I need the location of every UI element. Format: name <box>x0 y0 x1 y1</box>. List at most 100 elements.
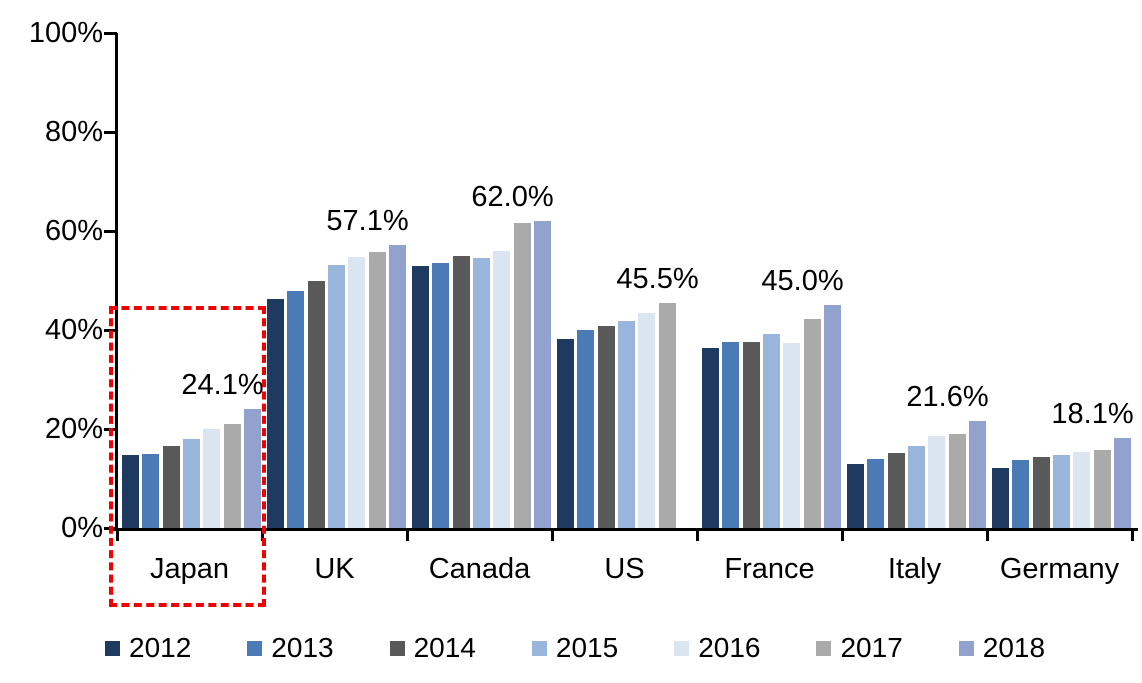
legend-item-2016: 2016 <box>674 633 760 663</box>
bar-italy-2015 <box>907 445 925 528</box>
value-label-italy: 21.6% <box>906 381 989 414</box>
legend-swatch-icon <box>674 640 690 656</box>
bar-japan-2017 <box>223 424 241 528</box>
category-label-japan: Japan <box>149 553 229 585</box>
category-label-canada: Canada <box>428 553 531 585</box>
legend-swatch-icon <box>531 640 547 656</box>
y-tick-mark <box>104 32 117 35</box>
legend-swatch-icon <box>958 640 974 656</box>
y-tick-mark <box>104 131 117 134</box>
bar-france-2013 <box>722 342 740 528</box>
legend-label: 2012 <box>129 632 192 663</box>
bar-canada-2015 <box>472 258 490 528</box>
bar-japan-2016 <box>203 429 221 528</box>
bar-uk-2012 <box>267 298 284 528</box>
bar-japan-2014 <box>162 446 180 528</box>
bar-uk-2016 <box>348 257 366 528</box>
bar-germany-2012 <box>992 467 1009 528</box>
x-tick-mark <box>406 528 409 541</box>
bar-japan-2018 <box>243 408 261 528</box>
legend-label: 2017 <box>840 632 903 663</box>
y-tick-label-20: 20% <box>44 413 103 445</box>
category-label-france: France <box>724 553 815 585</box>
legend-item-2015: 2015 <box>531 632 619 663</box>
bar-italy-2012 <box>847 463 864 528</box>
bar-uk-2017 <box>368 251 386 528</box>
x-tick-mark <box>841 528 844 541</box>
category-label-uk: UK <box>314 553 355 585</box>
bar-us-2013 <box>577 330 595 528</box>
category-label-us: US <box>604 553 645 585</box>
x-axis-line <box>113 528 1138 531</box>
bar-us-2012 <box>557 338 574 528</box>
x-tick-mark <box>116 528 119 541</box>
category-label-germany: Germany <box>999 553 1120 585</box>
x-tick-mark <box>696 528 699 541</box>
legend-label: 2013 <box>271 632 334 663</box>
value-label-france: 45.0% <box>761 265 844 298</box>
x-tick-mark <box>551 528 554 541</box>
legend-label: 2015 <box>555 632 619 663</box>
legend-label: 2016 <box>698 632 761 663</box>
bar-japan-2015 <box>182 438 200 528</box>
y-tick-label-100: 100% <box>28 17 103 49</box>
bar-germany-2016 <box>1073 452 1091 528</box>
bar-italy-2013 <box>867 458 885 528</box>
bar-canada-2012 <box>412 266 429 528</box>
value-label-uk: 57.1% <box>326 205 409 238</box>
legend-item-2014: 2014 <box>389 632 476 663</box>
bar-italy-2018 <box>968 421 986 528</box>
bar-germany-2017 <box>1093 449 1111 528</box>
bar-france-2017 <box>803 318 821 528</box>
bar-canada-2013 <box>432 263 450 528</box>
bar-us-2017 <box>658 302 676 528</box>
value-label-germany: 18.1% <box>1051 398 1134 431</box>
bar-germany-2014 <box>1032 457 1050 528</box>
bar-japan-2013 <box>142 453 160 528</box>
bar-canada-2018 <box>533 221 551 528</box>
legend-label: 2018 <box>982 632 1046 663</box>
bar-canada-2014 <box>452 256 470 528</box>
legend-item-2013: 2013 <box>247 632 334 663</box>
legend-swatch-icon <box>389 640 405 656</box>
bar-us-2015 <box>617 320 635 528</box>
legend-item-2018: 2018 <box>958 632 1046 663</box>
bar-uk-2014 <box>307 280 325 528</box>
bar-uk-2015 <box>327 264 345 528</box>
highlight-box <box>109 306 266 607</box>
x-tick-mark <box>1131 528 1134 541</box>
y-tick-label-80: 80% <box>44 116 103 148</box>
legend: 2012 2013 2014 2015 2016 2017 2018 <box>105 630 1045 666</box>
y-tick-label-0: 0% <box>61 512 103 544</box>
bar-canada-2016 <box>493 250 511 528</box>
y-tick-label-60: 60% <box>44 215 103 247</box>
bar-uk-2018 <box>388 245 406 528</box>
bar-japan-2012 <box>122 454 139 528</box>
bar-italy-2014 <box>887 453 905 528</box>
legend-swatch-icon <box>105 640 120 656</box>
y-tick-label-40: 40% <box>44 314 103 346</box>
bar-italy-2016 <box>928 435 946 528</box>
bar-us-2016 <box>638 313 656 528</box>
bar-germany-2015 <box>1052 454 1070 528</box>
y-tick-mark <box>104 230 117 233</box>
y-axis-line <box>115 33 118 531</box>
legend-swatch-icon <box>816 640 832 656</box>
category-label-italy: Italy <box>887 553 942 585</box>
legend-label: 2014 <box>413 632 476 663</box>
bar-france-2014 <box>742 342 760 528</box>
bar-canada-2017 <box>513 223 531 528</box>
value-label-us: 45.5% <box>616 262 699 295</box>
bar-france-2018 <box>823 305 841 528</box>
legend-item-2012: 2012 <box>105 633 191 663</box>
bar-germany-2018 <box>1113 438 1131 528</box>
bar-france-2016 <box>783 343 801 528</box>
legend-item-2017: 2017 <box>816 632 903 663</box>
legend-swatch-icon <box>247 640 263 656</box>
value-label-japan: 24.1% <box>181 368 264 401</box>
bar-us-2014 <box>597 325 615 528</box>
value-label-canada: 62.0% <box>471 181 554 214</box>
bar-france-2015 <box>762 334 780 528</box>
bar-france-2012 <box>702 347 719 528</box>
